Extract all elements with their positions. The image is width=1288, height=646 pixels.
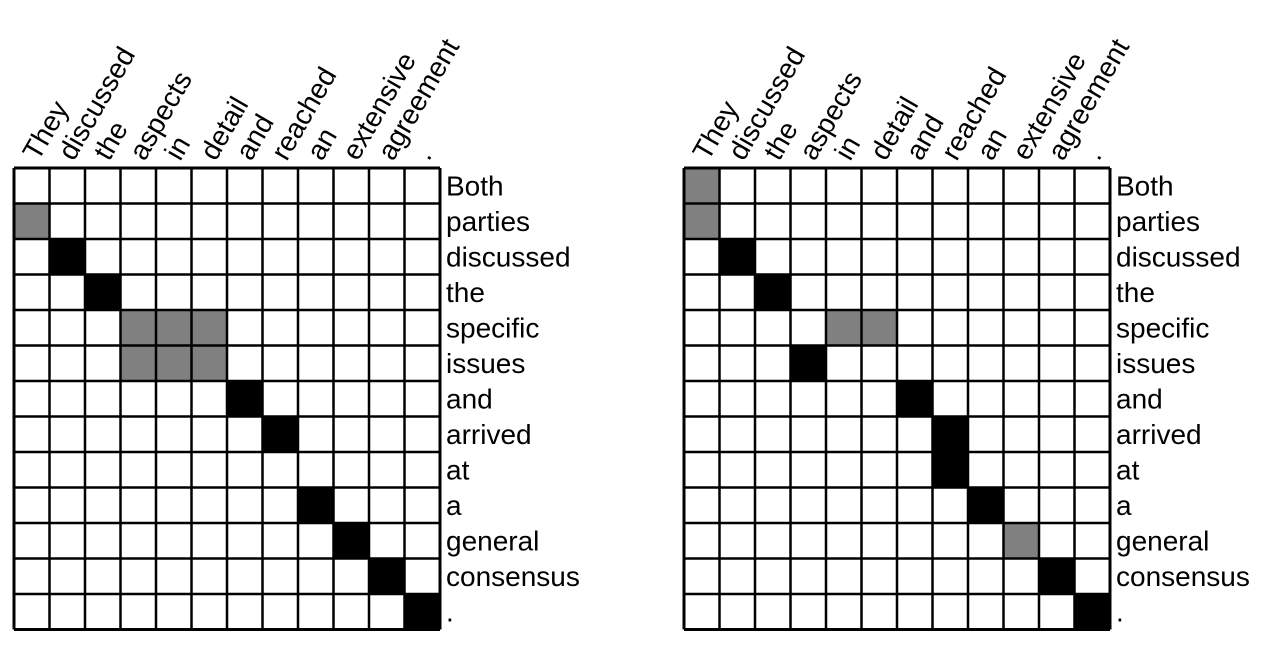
target-word-label: Both — [1116, 171, 1174, 202]
target-word-label: the — [446, 277, 485, 308]
alignment-cell-sure — [85, 274, 121, 310]
target-word-label: a — [446, 490, 462, 521]
alignment-cell-possible — [684, 168, 720, 204]
alignment-cell-sure — [1074, 594, 1110, 630]
target-word-label: arrived — [1116, 419, 1202, 450]
alignment-cell-sure — [262, 416, 298, 452]
target-word-label: parties — [446, 206, 530, 237]
alignment-cell-possible — [120, 310, 156, 346]
alignment-cell-possible — [156, 310, 192, 346]
target-word-label: issues — [446, 348, 525, 379]
alignment-cell-sure — [790, 345, 826, 381]
alignment-cell-possible — [1003, 523, 1039, 559]
alignment-cell-sure — [968, 487, 1004, 523]
target-word-label: parties — [1116, 206, 1200, 237]
alignment-cell-possible — [861, 310, 897, 346]
alignment-cell-possible — [191, 310, 227, 346]
alignment-cell-sure — [932, 452, 968, 488]
target-word-label: consensus — [1116, 561, 1250, 592]
alignment-cell-possible — [826, 310, 862, 346]
alignment-cell-sure — [298, 487, 334, 523]
target-word-label: at — [1116, 455, 1140, 486]
alignment-cell-sure — [755, 274, 791, 310]
source-word-label: . — [407, 143, 438, 165]
target-word-label: discussed — [446, 242, 571, 273]
alignment-cell-sure — [897, 381, 933, 417]
target-word-label: Both — [446, 171, 504, 202]
target-word-label: general — [446, 526, 539, 557]
target-word-label: and — [446, 384, 493, 415]
target-word-label: consensus — [446, 561, 580, 592]
alignment-cell-sure — [227, 381, 263, 417]
alignment-cell-possible — [156, 345, 192, 381]
target-word-label: issues — [1116, 348, 1195, 379]
target-word-label: specific — [446, 313, 539, 344]
alignment-cell-sure — [333, 523, 369, 559]
alignment-cell-sure — [404, 594, 440, 630]
alignment-cell-sure — [49, 239, 85, 275]
target-word-label: and — [1116, 384, 1163, 415]
target-word-label: at — [446, 455, 470, 486]
alignment-cell-possible — [120, 345, 156, 381]
alignment-cell-possible — [14, 203, 50, 239]
alignment-matrix-left: Theydiscussedtheaspectsindetailandreache… — [12, 33, 580, 631]
alignment-cell-sure — [369, 558, 405, 594]
target-word-label: arrived — [446, 419, 532, 450]
alignment-cell-possible — [191, 345, 227, 381]
target-word-label: a — [1116, 490, 1132, 521]
target-word-label: general — [1116, 526, 1209, 557]
target-word-label: the — [1116, 277, 1155, 308]
target-word-label: . — [1116, 597, 1124, 628]
target-word-label: specific — [1116, 313, 1209, 344]
alignment-cell-sure — [719, 239, 755, 275]
alignment-matrix-right: Theydiscussedtheaspectsindetailandreache… — [682, 33, 1250, 631]
source-word-label: . — [1077, 143, 1108, 165]
target-word-label: discussed — [1116, 242, 1241, 273]
alignment-cell-sure — [1039, 558, 1075, 594]
alignment-cell-possible — [684, 203, 720, 239]
alignment-cell-sure — [932, 416, 968, 452]
target-word-label: . — [446, 597, 454, 628]
